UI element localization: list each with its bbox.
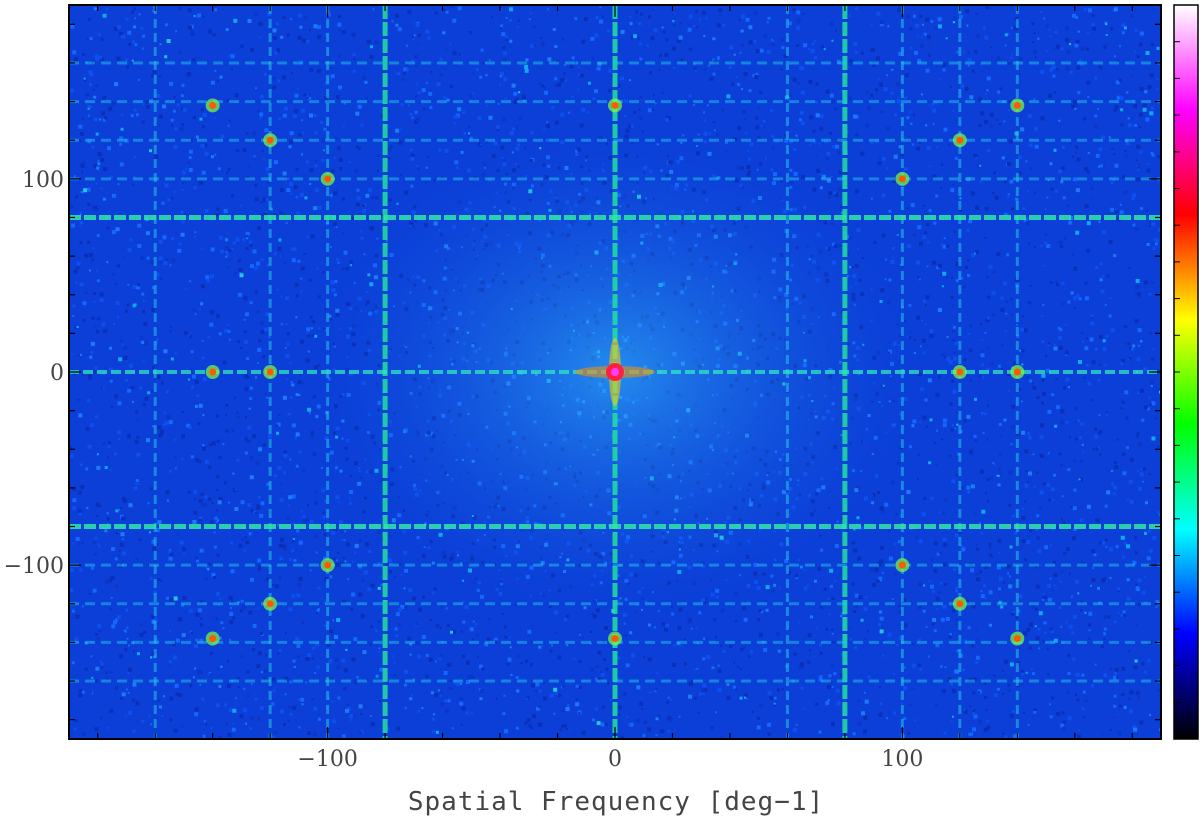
x-tick-label: 0 [608,747,622,772]
spectral-peak [1013,635,1021,643]
spectral-peak [956,368,964,376]
spectral-peak [1013,101,1021,109]
spectral-peak [209,368,217,376]
spectral-peaks [205,98,1025,646]
y-tick-label: 100 [22,168,64,193]
spectral-peak [898,561,906,569]
spectral-peak [266,136,274,144]
spectral-peak [209,635,217,643]
spectral-peak [324,561,332,569]
colorbar [1173,4,1199,740]
spectral-peak [266,600,274,608]
spectral-peak [1013,368,1021,376]
spectral-peak [266,368,274,376]
heatmap-plot-area [68,4,1162,740]
spectral-peak [898,175,906,183]
y-tick-label: −100 [4,554,64,579]
spectral-peak [611,101,619,109]
y-tick-label: 0 [50,361,64,386]
y-axis-ticks: 100 0 −100 [4,23,1161,721]
spectral-peak [956,136,964,144]
x-tick-label: 100 [881,747,923,772]
spectral-peak [611,635,619,643]
colorbar-ticks [1174,41,1180,703]
spectral-peak [324,175,332,183]
spectral-peak [956,600,964,608]
x-axis-ticks: −100 0 100 [97,5,1133,772]
x-axis-title: Spatial Frequency [deg−1] [408,787,824,817]
spectral-peak [209,101,217,109]
center-peak [611,368,619,376]
x-tick-label: −100 [297,747,357,772]
